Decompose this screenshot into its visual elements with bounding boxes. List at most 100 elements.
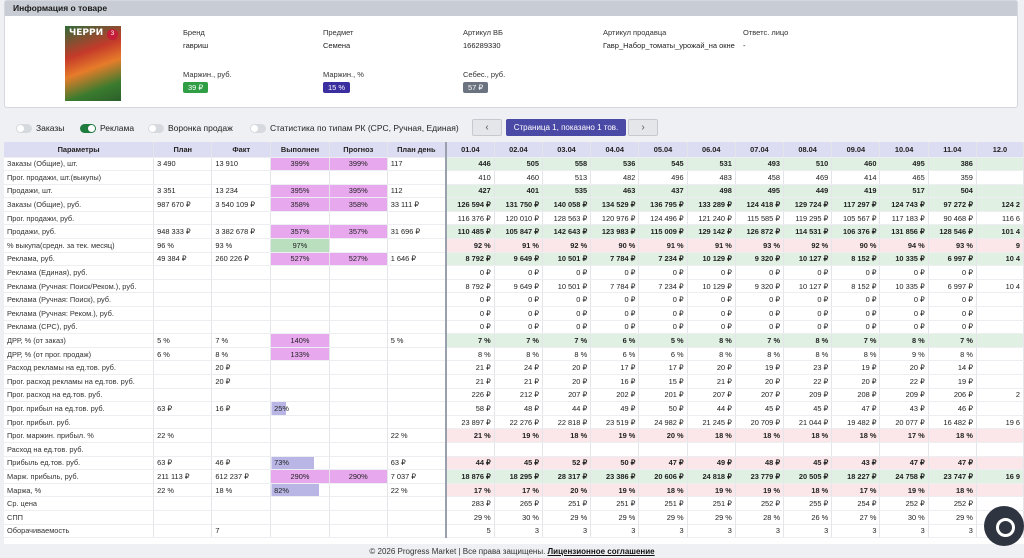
metrics-table-container[interactable]: Параметры План Факт Выполнен Прогноз План ден… xyxy=(4,142,1024,544)
date-value-cell: 22 818 ₽ xyxy=(542,415,592,430)
fact-cell: 18 % xyxy=(211,483,272,498)
chat-widget-button[interactable] xyxy=(984,506,1024,546)
row-label: Расход рекламы на ед.тов. руб. xyxy=(4,360,155,375)
row-label: Марж. прибыль, руб. xyxy=(4,469,155,484)
date-value-cell: 18 % xyxy=(638,483,688,498)
date-value-cell: 0 ₽ xyxy=(928,292,977,308)
column-header[interactable]: Выполнен xyxy=(270,142,330,158)
date-value-cell: 47 ₽ xyxy=(638,456,688,471)
toggle-ads[interactable]: Реклама xyxy=(80,122,134,134)
completion-cell: 395% xyxy=(270,184,330,199)
toggle-orders[interactable]: Заказы xyxy=(16,122,64,134)
date-column-header[interactable]: 12.0 xyxy=(976,142,1024,158)
toggle-orders-switch[interactable] xyxy=(16,123,32,133)
date-value-cell: 251 ₽ xyxy=(687,496,736,511)
date-value-cell: 8 792 ₽ xyxy=(444,279,495,294)
date-value-cell: 19 6 xyxy=(976,415,1024,430)
fact-cell: 46 ₽ xyxy=(211,456,272,471)
column-header[interactable]: Факт xyxy=(211,142,272,158)
date-value-cell: 3 xyxy=(879,524,929,539)
date-value-cell: 8 152 ₽ xyxy=(831,252,881,267)
date-value-cell xyxy=(976,374,1024,389)
column-header[interactable]: Прогноз xyxy=(329,142,388,158)
date-value-cell: 283 ₽ xyxy=(444,496,495,511)
date-value-cell xyxy=(976,333,1024,348)
date-value-cell: 0 ₽ xyxy=(444,306,495,321)
plan-cell xyxy=(153,170,213,185)
date-value-cell: 252 ₽ xyxy=(879,496,929,511)
license-link[interactable]: Лицензионное соглашение xyxy=(547,547,655,556)
date-value-cell: 0 ₽ xyxy=(494,320,543,335)
date-value-cell: 3 xyxy=(638,524,688,539)
date-value-cell: 20 ₽ xyxy=(542,374,592,389)
row-label: Маржа, % xyxy=(4,483,155,498)
next-page-button[interactable]: › xyxy=(628,119,658,136)
date-value-cell xyxy=(976,292,1024,308)
column-header[interactable]: План день xyxy=(387,142,447,158)
toggle-campaign-stats-switch[interactable] xyxy=(250,123,266,133)
table-row: Оборачиваемость 7 5 3 3 3 3 3 3 3 3 3 3 xyxy=(4,524,1024,539)
date-column-header[interactable]: 06.04 xyxy=(687,142,736,158)
date-value-cell: 27 % xyxy=(831,510,881,525)
date-value-cell: 17 % xyxy=(494,483,543,498)
date-value-cell: 0 ₽ xyxy=(831,265,881,280)
date-value-cell: 9 649 ₽ xyxy=(494,279,543,294)
date-column-header[interactable]: 05.04 xyxy=(638,142,688,158)
date-value-cell: 8 % xyxy=(928,347,977,362)
toggle-funnel-switch[interactable] xyxy=(148,123,164,133)
date-value-cell xyxy=(976,401,1024,416)
date-column-header[interactable]: 09.04 xyxy=(831,142,881,158)
date-column-header[interactable]: 11.04 xyxy=(928,142,977,158)
date-value-cell xyxy=(494,442,543,457)
page-indicator: Страница 1, показано 1 тов. xyxy=(506,119,626,136)
column-header[interactable]: План xyxy=(153,142,213,158)
date-value-cell: 8 % xyxy=(831,347,881,362)
date-value-cell: 8 % xyxy=(444,347,495,362)
field-wb-article: Артикул ВБ 166289330 xyxy=(463,28,503,50)
date-value-cell: 7 % xyxy=(831,333,881,348)
footer: © 2026 Progress Market | Все права защищ… xyxy=(0,546,1024,558)
date-value-cell: 3 xyxy=(687,524,736,539)
fact-cell xyxy=(211,320,272,335)
plan-day-cell xyxy=(387,279,447,294)
date-value-cell: 124 743 ₽ xyxy=(879,197,929,212)
product-image[interactable]: ЧЕРРИ 3 xyxy=(65,26,121,101)
date-column-header[interactable]: 03.04 xyxy=(542,142,592,158)
field-brand: Бренд гавриш xyxy=(183,28,209,50)
date-value-cell: 10 129 ₽ xyxy=(687,279,736,294)
date-column-header[interactable]: 02.04 xyxy=(494,142,543,158)
fact-cell: 20 ₽ xyxy=(211,374,272,389)
date-column-header[interactable]: 01.04 xyxy=(444,142,495,158)
row-label: Реклама (Ручная: Реком.), руб. xyxy=(4,306,155,321)
plan-cell xyxy=(153,374,213,389)
date-value-cell: 9 320 ₽ xyxy=(735,279,785,294)
prev-page-button[interactable]: ‹ xyxy=(472,119,502,136)
date-value-cell: 21 ₽ xyxy=(444,360,495,375)
date-value-cell: 97 272 ₽ xyxy=(928,197,977,212)
date-value-cell: 20 709 ₽ xyxy=(735,415,785,430)
plan-day-cell xyxy=(387,238,447,253)
date-value-cell: 44 ₽ xyxy=(542,401,592,416)
toggle-ads-switch[interactable] xyxy=(80,123,96,133)
table-row: Заказы (Общие), руб. 987 670 ₽3 540 109 ₽… xyxy=(4,197,1024,212)
date-value-cell: 9 xyxy=(976,238,1024,253)
column-header[interactable]: Параметры xyxy=(4,142,155,158)
date-column-header[interactable]: 07.04 xyxy=(735,142,785,158)
date-column-header[interactable]: 08.04 xyxy=(783,142,833,158)
toggle-funnel[interactable]: Воронка продаж xyxy=(148,122,233,134)
date-value-cell: 45 ₽ xyxy=(783,456,833,471)
date-value-cell: 30 % xyxy=(494,510,543,525)
date-value-cell: 43 ₽ xyxy=(831,456,881,471)
row-label: Прог. расход на ед.тов. руб. xyxy=(4,388,155,403)
date-column-header[interactable]: 10.04 xyxy=(879,142,929,158)
fact-cell xyxy=(211,428,272,443)
date-value-cell: 226 ₽ xyxy=(444,388,495,403)
date-value-cell: 19 ₽ xyxy=(928,374,977,389)
plan-cell: 63 ₽ xyxy=(153,401,213,416)
date-column-header[interactable]: 04.04 xyxy=(590,142,640,158)
row-label: Реклама (Ручная: Поиск/Реком.), руб. xyxy=(4,279,155,294)
date-value-cell: 18 876 ₽ xyxy=(444,469,495,484)
toggle-campaign-stats[interactable]: Статистика по типам РК (CPC, Ручная, Еди… xyxy=(250,122,459,134)
fact-cell xyxy=(211,211,272,226)
row-label: Заказы (Общие), шт. xyxy=(4,157,155,172)
